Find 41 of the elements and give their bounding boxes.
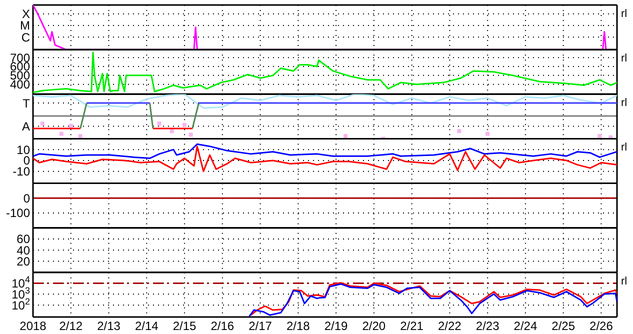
x-tick-label: 2/25 (552, 319, 576, 333)
x-tick-label: 2/18 (286, 319, 310, 333)
point (486, 132, 490, 136)
point (598, 134, 602, 138)
x-tick-label: 2/19 (324, 319, 348, 333)
line-series (33, 146, 617, 172)
x-tick-label: 2/16 (210, 319, 234, 333)
text: rl (621, 8, 628, 20)
point (59, 132, 64, 136)
x-tick-label: 2/12 (59, 319, 83, 333)
category-label: X (22, 7, 30, 22)
x-tick-label: 2/24 (514, 319, 538, 333)
line-series (33, 143, 617, 160)
category-label: T (22, 96, 30, 110)
category-label: A (22, 119, 30, 134)
x-tick-label: 2/26 (590, 319, 614, 333)
category-label: C (21, 30, 30, 44)
text: rl (621, 52, 628, 65)
point (182, 122, 187, 127)
text: rl (621, 142, 628, 154)
x-tick-label: 2/17 (248, 319, 272, 333)
point (157, 122, 162, 126)
category-label: M (20, 18, 30, 33)
point (344, 134, 348, 138)
point (40, 122, 44, 126)
x-tick-label: 2/13 (97, 319, 121, 333)
x-tick-label: 2/21 (400, 319, 424, 333)
text: rl (621, 97, 628, 110)
point (188, 132, 193, 137)
x-tick-label: 2/20 (362, 319, 386, 333)
point (457, 129, 462, 134)
point (170, 129, 174, 134)
x-tick-label: 2/14 (134, 319, 159, 333)
y-tick-label: -100 (6, 206, 30, 220)
text: rl (621, 275, 628, 288)
point (78, 134, 82, 138)
y-tick-label: 0 (23, 191, 30, 206)
x-tick-label: 2/15 (172, 319, 197, 333)
x-tick-label: 2018 (20, 319, 47, 333)
x-tick-label: 2/22 (438, 319, 462, 333)
x-tick-label: 2/23 (476, 319, 500, 333)
